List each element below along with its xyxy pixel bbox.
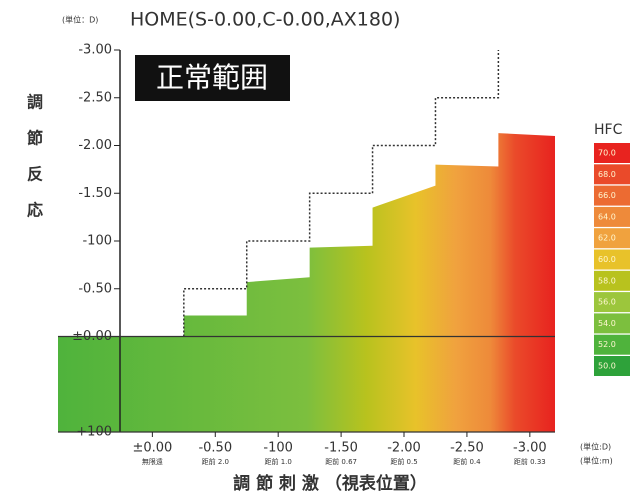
legend-label: 50.0 xyxy=(598,362,616,371)
y-tick-label: -1.50 xyxy=(78,186,112,201)
x-axis-label: 調 節 刺 激 （視表位置） xyxy=(233,473,427,494)
normal-range-line xyxy=(183,50,500,337)
legend-label: 66.0 xyxy=(598,191,616,200)
legend-swatch xyxy=(594,249,630,270)
x-tick-label: -1.50 xyxy=(324,441,358,456)
legend-swatch xyxy=(594,356,630,376)
legend-swatch xyxy=(594,270,630,291)
x-tick-sublabel: 距前 0.67 xyxy=(325,457,357,466)
legend-swatch xyxy=(594,334,630,355)
unit-note: (単位：D) xyxy=(62,15,98,25)
chart-title: HOME(S-0.00,C-0.00,AX180) xyxy=(130,9,400,31)
x-tick-sublabel: 距前 0.4 xyxy=(453,457,481,466)
y-axis-label: 調 xyxy=(27,93,43,112)
x-tick-sublabel: 距前 0.33 xyxy=(514,457,546,466)
y-axis-label: 応 xyxy=(27,201,43,220)
legend-swatch xyxy=(594,206,630,227)
y-axis-label: 反 xyxy=(27,165,43,184)
y-tick-label: -3.00 xyxy=(78,43,112,58)
x-tick-label: -100 xyxy=(263,441,293,456)
legend-title: HFC xyxy=(594,122,623,138)
x-unit-label: (単位:D) xyxy=(580,442,611,452)
legend-label: 64.0 xyxy=(598,212,616,221)
legend-swatch xyxy=(594,228,630,249)
annotation-box xyxy=(135,55,290,101)
legend-label: 58.0 xyxy=(598,276,616,285)
x-tick-label: ±0.00 xyxy=(132,441,172,456)
x-tick-sublabel: 無限遠 xyxy=(142,457,163,466)
legend-label: 70.0 xyxy=(598,149,616,158)
x-tick-label: -3.00 xyxy=(513,441,547,456)
legend-swatch xyxy=(594,185,630,206)
x-unit-label: (単位:m) xyxy=(580,456,613,466)
legend-label: 52.0 xyxy=(598,340,616,349)
legend-label: 54.0 xyxy=(598,319,616,328)
x-tick-label: -0.50 xyxy=(198,441,232,456)
x-tick-sublabel: 距前 2.0 xyxy=(202,457,229,466)
legend-label: 56.0 xyxy=(598,298,616,307)
legend-label: 60.0 xyxy=(598,255,616,264)
x-tick-sublabel: 距前 0.5 xyxy=(390,457,417,466)
y-tick-label: -0.50 xyxy=(78,281,112,296)
x-tick-label: -2.50 xyxy=(450,441,484,456)
legend-swatch xyxy=(594,292,630,313)
legend-swatch xyxy=(594,313,630,334)
annotation: 正常範囲 xyxy=(156,61,268,94)
legend-label: 62.0 xyxy=(598,234,616,243)
y-tick-label: -2.50 xyxy=(78,90,112,105)
x-tick-label: -2.00 xyxy=(387,441,421,456)
response-area xyxy=(58,133,555,432)
y-tick-label: -2.00 xyxy=(78,138,112,153)
y-tick-label: -100 xyxy=(82,234,112,249)
x-tick-sublabel: 距前 1.0 xyxy=(265,457,292,466)
legend-swatch xyxy=(594,164,630,185)
legend-swatch xyxy=(594,143,630,163)
legend-label: 68.0 xyxy=(598,170,616,179)
y-axis-label: 節 xyxy=(26,129,43,148)
